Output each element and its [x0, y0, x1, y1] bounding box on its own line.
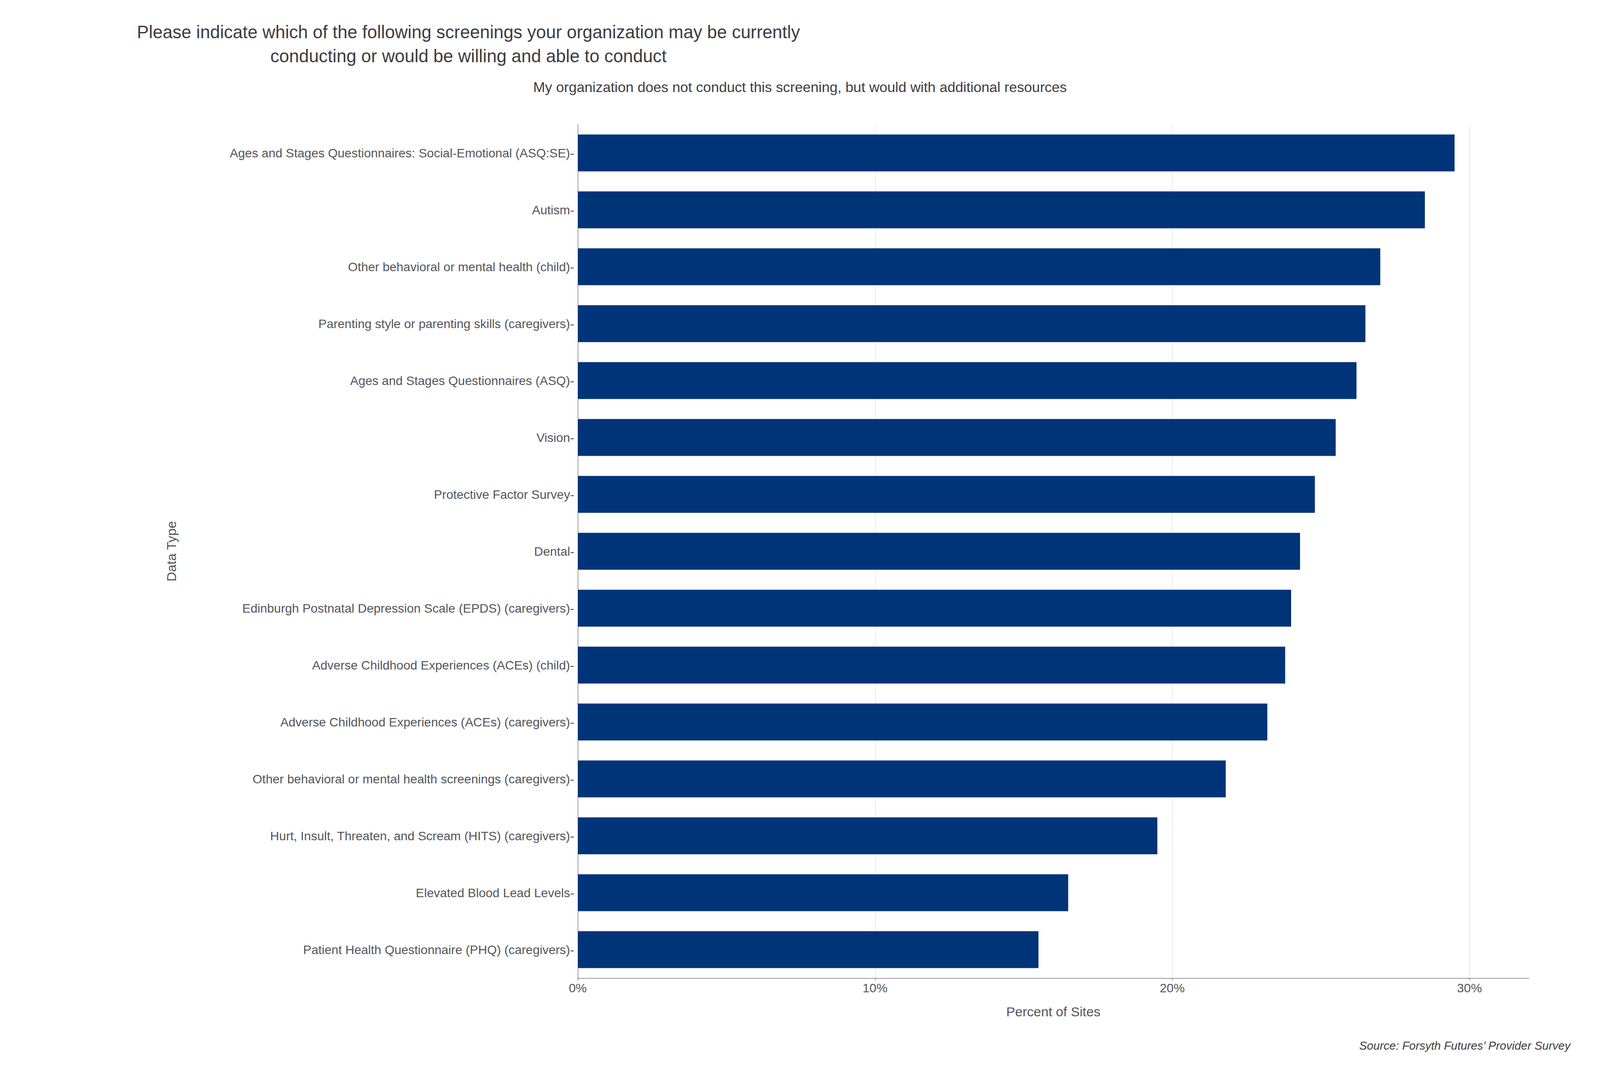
- svg-text:Elevated Blood Lead Levels-: Elevated Blood Lead Levels-: [416, 885, 575, 900]
- svg-text:Vision-: Vision-: [536, 430, 575, 445]
- svg-text:My organization does not condu: My organization does not conduct this sc…: [533, 79, 1068, 96]
- svg-text:0%: 0%: [568, 980, 587, 995]
- svg-text:Autism-: Autism-: [532, 203, 575, 217]
- svg-text:Adverse Childhood Experiences: Adverse Childhood Experiences (ACEs) (ca…: [280, 715, 575, 729]
- svg-text:20%: 20%: [1159, 980, 1185, 995]
- svg-text:Percent of Sites: Percent of Sites: [1006, 1004, 1101, 1019]
- svg-text:Source: Forsyth Futures’ Provi: Source: Forsyth Futures’ Provider Survey: [1359, 1038, 1572, 1052]
- svg-text:Patient Health Questionnaire (: Patient Health Questionnaire (PHQ) (care…: [303, 942, 575, 957]
- svg-text:Hurt, Insult, Threaten, and Sc: Hurt, Insult, Threaten, and Scream (HITS…: [270, 828, 575, 843]
- svg-text:Data Type: Data Type: [164, 520, 179, 582]
- svg-text:Please indicate which of the f: Please indicate which of the following s…: [136, 22, 800, 42]
- svg-text:Protective Factor Survey-: Protective Factor Survey-: [433, 487, 575, 502]
- svg-text:conducting or would be willing: conducting or would be willing and able …: [270, 46, 667, 66]
- svg-text:Ages and Stages Questionnaires: Ages and Stages Questionnaires: Social-E…: [229, 146, 575, 160]
- svg-text:Ages and Stages Questionnaires: Ages and Stages Questionnaires (ASQ)-: [350, 373, 575, 388]
- svg-text:Other behavioral or mental hea: Other behavioral or mental health screen…: [252, 772, 575, 786]
- svg-text:Dental-: Dental-: [534, 544, 575, 559]
- svg-text:10%: 10%: [862, 980, 888, 995]
- svg-text:Other behavioral or mental hea: Other behavioral or mental health (child…: [348, 260, 575, 274]
- svg-text:Parenting style or parenting s: Parenting style or parenting skills (car…: [318, 316, 575, 331]
- svg-text:30%: 30%: [1456, 980, 1482, 995]
- svg-text:Adverse Childhood Experiences: Adverse Childhood Experiences (ACEs) (ch…: [312, 658, 575, 672]
- svg-text:Edinburgh Postnatal Depression: Edinburgh Postnatal Depression Scale (EP…: [242, 601, 575, 616]
